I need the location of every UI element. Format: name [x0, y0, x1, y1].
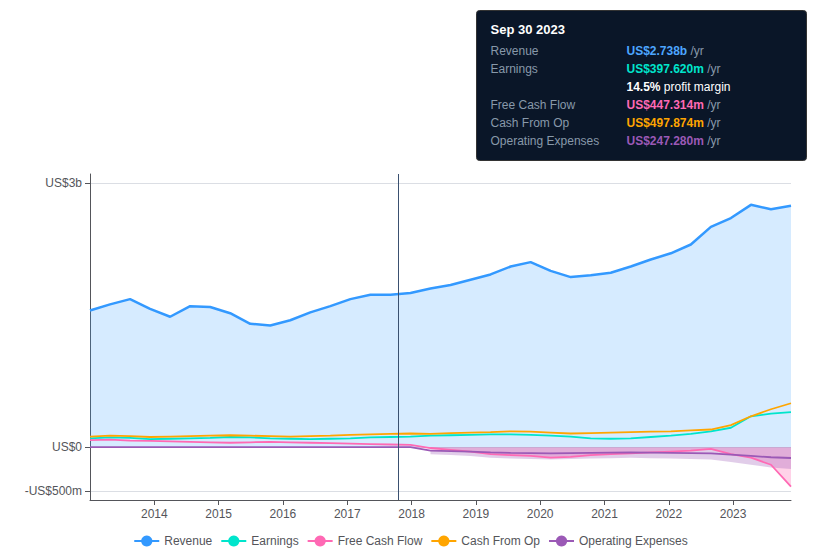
svg-text:/yr: /yr: [704, 98, 721, 112]
svg-text:14.5%: 14.5%: [627, 80, 661, 94]
svg-text:US$2.738b: US$2.738b: [627, 44, 688, 58]
svg-text:2023: 2023: [720, 507, 747, 521]
svg-text:2017: 2017: [334, 507, 361, 521]
svg-text:US$497.874m: US$497.874m: [627, 116, 704, 130]
svg-text:2021: 2021: [591, 507, 618, 521]
svg-text:Operating Expenses: Operating Expenses: [579, 534, 688, 548]
svg-text:Operating Expenses: Operating Expenses: [491, 134, 600, 148]
svg-text:Sep 30 2023: Sep 30 2023: [491, 22, 565, 37]
svg-text:2022: 2022: [655, 507, 682, 521]
svg-text:Revenue: Revenue: [491, 44, 539, 58]
svg-text:Cash From Op: Cash From Op: [461, 534, 540, 548]
svg-text:US$0: US$0: [52, 440, 82, 454]
svg-text:2018: 2018: [398, 507, 425, 521]
svg-text:US$397.620m: US$397.620m: [627, 62, 704, 76]
svg-text:Free Cash Flow: Free Cash Flow: [338, 534, 423, 548]
svg-text:/yr: /yr: [704, 134, 721, 148]
svg-text:2020: 2020: [527, 507, 554, 521]
svg-text:US$3b: US$3b: [45, 176, 82, 190]
svg-text:2015: 2015: [205, 507, 232, 521]
svg-text:2019: 2019: [463, 507, 490, 521]
svg-text:2016: 2016: [270, 507, 297, 521]
svg-text:2014: 2014: [141, 507, 168, 521]
svg-text:Earnings: Earnings: [251, 534, 298, 548]
svg-text:US$247.280m: US$247.280m: [627, 134, 704, 148]
svg-text:Earnings: Earnings: [491, 62, 538, 76]
svg-text:profit margin: profit margin: [661, 80, 731, 94]
svg-text:Free Cash Flow: Free Cash Flow: [491, 98, 576, 112]
svg-text:Cash From Op: Cash From Op: [491, 116, 570, 130]
svg-text:-US$500m: -US$500m: [25, 484, 82, 498]
svg-text:/yr: /yr: [704, 62, 721, 76]
svg-text:/yr: /yr: [687, 44, 704, 58]
svg-text:US$447.314m: US$447.314m: [627, 98, 704, 112]
svg-text:/yr: /yr: [704, 116, 721, 130]
svg-text:Revenue: Revenue: [164, 534, 212, 548]
